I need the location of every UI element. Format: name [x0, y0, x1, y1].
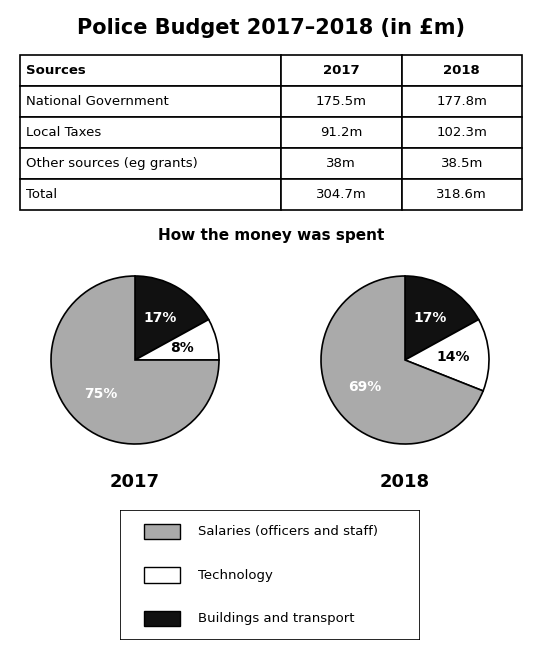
Text: Buildings and transport: Buildings and transport	[198, 612, 354, 625]
Bar	[144, 567, 180, 583]
Bar	[144, 524, 180, 539]
Text: Sources: Sources	[26, 64, 86, 77]
Text: 75%: 75%	[84, 387, 117, 402]
Text: 177.8m: 177.8m	[436, 95, 487, 108]
Text: National Government: National Government	[26, 95, 169, 108]
Text: 38m: 38m	[326, 157, 356, 170]
Text: Technology: Technology	[198, 569, 273, 582]
Text: 14%: 14%	[437, 350, 470, 364]
Bar	[20, 179, 281, 210]
Bar	[402, 55, 522, 86]
Bar	[20, 117, 281, 148]
Text: Police Budget 2017–2018 (in £m): Police Budget 2017–2018 (in £m)	[77, 18, 465, 38]
Bar	[281, 117, 402, 148]
Text: 2018: 2018	[380, 473, 430, 491]
Text: 17%: 17%	[413, 311, 447, 325]
Bar	[20, 86, 281, 117]
Text: 102.3m: 102.3m	[436, 126, 487, 139]
Text: 318.6m: 318.6m	[436, 188, 487, 201]
Bar	[144, 610, 180, 626]
Text: How the money was spent: How the money was spent	[158, 227, 384, 242]
Text: 69%: 69%	[348, 380, 382, 395]
Text: 38.5m: 38.5m	[441, 157, 483, 170]
Bar	[20, 55, 281, 86]
Text: 175.5m: 175.5m	[316, 95, 367, 108]
Text: Local Taxes: Local Taxes	[26, 126, 101, 139]
Wedge shape	[51, 276, 219, 444]
Text: Total: Total	[26, 188, 57, 201]
Bar	[402, 86, 522, 117]
Wedge shape	[405, 320, 489, 391]
Bar	[281, 55, 402, 86]
Wedge shape	[135, 276, 209, 360]
Bar	[281, 86, 402, 117]
Text: 304.7m: 304.7m	[316, 188, 366, 201]
Text: 8%: 8%	[170, 341, 194, 355]
Text: 91.2m: 91.2m	[320, 126, 363, 139]
Text: Salaries (officers and staff): Salaries (officers and staff)	[198, 525, 378, 538]
Text: 2017: 2017	[110, 473, 160, 491]
Bar	[402, 117, 522, 148]
Text: 17%: 17%	[143, 311, 177, 325]
Wedge shape	[135, 320, 219, 360]
Wedge shape	[321, 276, 483, 444]
Bar	[402, 148, 522, 179]
Text: 2018: 2018	[443, 64, 480, 77]
Text: 2017: 2017	[323, 64, 359, 77]
Bar	[281, 179, 402, 210]
Wedge shape	[405, 276, 479, 360]
Bar	[281, 148, 402, 179]
Text: Other sources (eg grants): Other sources (eg grants)	[26, 157, 198, 170]
Bar	[402, 179, 522, 210]
Bar	[20, 148, 281, 179]
